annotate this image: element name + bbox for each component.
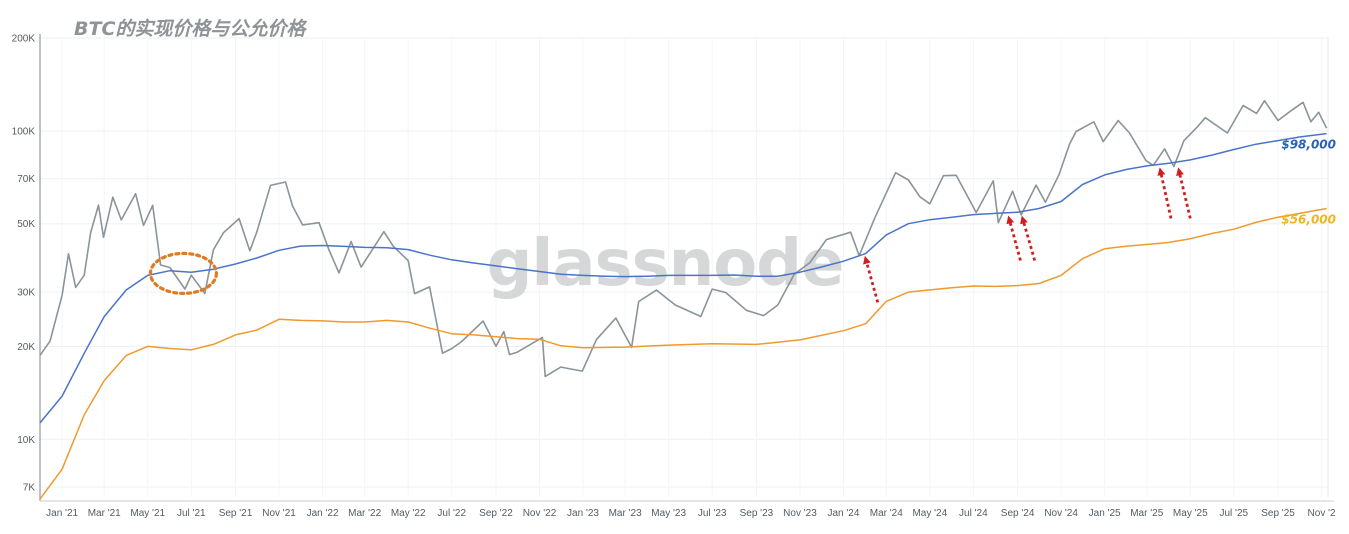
x-tick-label: Sep '22 bbox=[479, 508, 513, 519]
x-tick-label: Mar '21 bbox=[88, 508, 121, 519]
end-label-fair: $98,000 bbox=[1281, 138, 1336, 152]
series-fair-line bbox=[39, 132, 1327, 424]
watermark: glassnode bbox=[487, 227, 844, 301]
x-tick-label: Nov '22 bbox=[523, 508, 557, 519]
x-tick-label: Nov '2 bbox=[1308, 508, 1336, 519]
annotation-arrow bbox=[1176, 167, 1192, 219]
x-tick-label: Jul '24 bbox=[959, 508, 988, 519]
x-tick-label: Sep '24 bbox=[1001, 508, 1035, 519]
x-tick-label: Jul '21 bbox=[177, 508, 206, 519]
annotation-arrow bbox=[1020, 215, 1037, 261]
x-tick-label: May '21 bbox=[130, 508, 165, 519]
x-tick-label: Nov '21 bbox=[262, 508, 296, 519]
x-tick-label: Nov '23 bbox=[783, 508, 817, 519]
end-label-realized: $56,000 bbox=[1281, 213, 1336, 227]
x-tick-label: Jan '24 bbox=[828, 508, 860, 519]
x-tick-label: Sep '25 bbox=[1261, 508, 1295, 519]
y-tick-label: 10K bbox=[17, 435, 35, 446]
chart-title: BTC的实现价格与公允价格 bbox=[74, 18, 306, 40]
x-tick-label: Mar '22 bbox=[348, 508, 381, 519]
x-tick-label: May '22 bbox=[391, 508, 426, 519]
y-tick-label: 7K bbox=[23, 483, 36, 494]
annotation-arrow bbox=[1006, 215, 1022, 261]
y-tick-label: 70K bbox=[17, 174, 35, 185]
y-tick-label: 30K bbox=[17, 288, 35, 299]
x-tick-label: Nov '24 bbox=[1044, 508, 1078, 519]
annotation-arrow bbox=[1157, 167, 1173, 219]
x-tick-label: Jan '21 bbox=[46, 508, 78, 519]
x-tick-label: Mar '23 bbox=[609, 508, 642, 519]
x-tick-label: Jul '23 bbox=[698, 508, 727, 519]
y-tick-label: 20K bbox=[17, 342, 35, 353]
y-tick-label: 50K bbox=[17, 219, 35, 230]
x-tick-label: Mar '24 bbox=[870, 508, 903, 519]
y-tick-label: 200K bbox=[12, 34, 36, 45]
x-tick-label: May '25 bbox=[1173, 508, 1208, 519]
series-realized-line bbox=[39, 207, 1327, 500]
x-tick-label: Sep '23 bbox=[740, 508, 774, 519]
x-tick-label: May '23 bbox=[651, 508, 686, 519]
x-tick-label: Jan '23 bbox=[567, 508, 599, 519]
x-tick-label: Jan '22 bbox=[307, 508, 339, 519]
x-tick-label: Jul '22 bbox=[437, 508, 466, 519]
annotation-arrow bbox=[863, 255, 880, 303]
x-tick-label: Sep '21 bbox=[219, 508, 253, 519]
x-tick-label: Mar '25 bbox=[1130, 508, 1163, 519]
x-tick-label: Jul '25 bbox=[1220, 508, 1249, 519]
highlight-ellipse bbox=[148, 251, 219, 296]
x-tick-label: Jan '25 bbox=[1089, 508, 1121, 519]
y-tick-label: 100K bbox=[12, 126, 36, 137]
x-tick-label: May '24 bbox=[912, 508, 947, 519]
